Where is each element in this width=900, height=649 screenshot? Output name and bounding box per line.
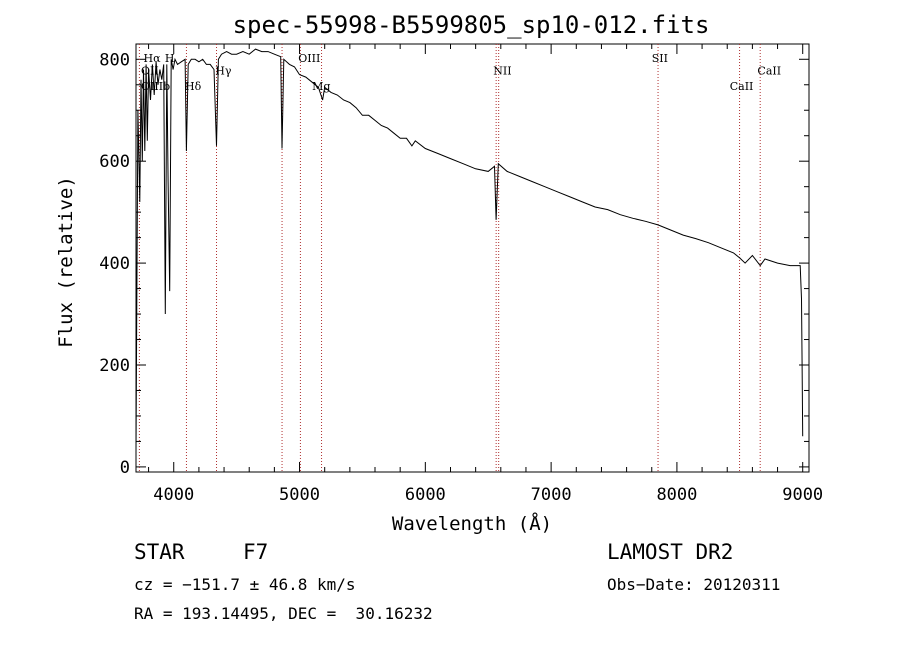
chart-title: spec-55998-B5599805_sp10-012.fits bbox=[233, 11, 710, 39]
line-label: NII bbox=[493, 65, 511, 78]
line-label: SII bbox=[652, 52, 668, 65]
x-tick-label: 8000 bbox=[656, 485, 697, 505]
x-tick-label: 5000 bbox=[279, 485, 320, 505]
line-label: Mg bbox=[312, 80, 330, 93]
x-tick-label: 7000 bbox=[531, 485, 572, 505]
line-label: OII bbox=[141, 65, 159, 78]
spectral-line-markers bbox=[138, 44, 761, 472]
line-label: Hδ bbox=[185, 80, 202, 93]
spectrum-line bbox=[135, 48, 804, 452]
x-tick-label: 4000 bbox=[153, 485, 194, 505]
obs-date: Obs−Date: 20120311 bbox=[607, 575, 781, 594]
survey-name: LAMOST DR2 bbox=[607, 540, 734, 564]
y-tick-label: 400 bbox=[99, 254, 130, 274]
plot-frame bbox=[135, 43, 810, 473]
line-label: CaII bbox=[730, 80, 754, 93]
object-subclass: F7 bbox=[243, 540, 269, 564]
redshift-cz: cz = −151.7 ± 46.8 km/s bbox=[134, 575, 356, 594]
ra-dec: RA = 193.14495, DEC = 30.16232 bbox=[134, 604, 433, 623]
line-label: Hα bbox=[144, 52, 162, 65]
y-tick-label: 0 bbox=[120, 458, 130, 478]
x-tick-label: 6000 bbox=[405, 485, 446, 505]
line-label: OIIIb bbox=[141, 80, 170, 93]
line-label: Hγ bbox=[215, 65, 232, 78]
line-label: H bbox=[165, 52, 175, 65]
line-label: CaII bbox=[757, 65, 781, 78]
x-axis-label: Wavelength (Å) bbox=[392, 512, 552, 535]
x-tick-label: 9000 bbox=[782, 485, 823, 505]
y-axis-label: Flux (relative) bbox=[55, 176, 77, 348]
object-class: STAR bbox=[134, 540, 185, 564]
y-tick-label: 200 bbox=[99, 356, 130, 376]
y-tick-label: 800 bbox=[99, 50, 130, 70]
axis-ticks: 4000 5000 6000 7000 8000 9000 0 200 400 600 800 bbox=[99, 44, 823, 505]
line-label: OIII bbox=[298, 52, 320, 65]
y-tick-label: 600 bbox=[99, 152, 130, 172]
